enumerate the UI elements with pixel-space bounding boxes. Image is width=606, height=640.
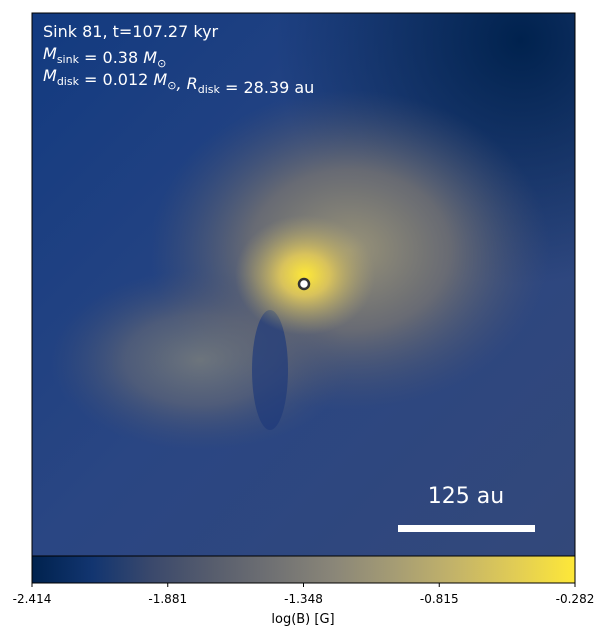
subscript: disk — [57, 75, 80, 88]
annotation-text: , R — [176, 74, 197, 93]
annotation: Sink 81, t=107.27 kyr — [43, 22, 219, 41]
annotation-text: M — [143, 48, 157, 67]
annotation-text: M — [43, 66, 57, 85]
colorbar-label: log(B) [G] — [271, 612, 334, 627]
subscript: disk — [198, 83, 221, 96]
annotation-text: M — [153, 70, 167, 89]
sink-marker — [297, 277, 311, 291]
annotation-text: = 28.39 au — [220, 78, 314, 97]
scalebar — [398, 525, 535, 532]
annotation-text: Sink 81, t=107.27 kyr — [43, 22, 219, 41]
colorbar-tick-label: -0.282 — [556, 592, 595, 606]
annotation-text: M — [43, 44, 57, 63]
annotation-text: = 0.012 — [79, 70, 153, 89]
scalebar-label: 125 au — [428, 484, 504, 509]
colorbar-body — [31, 555, 576, 584]
colorbar-tick-label: -0.815 — [420, 592, 459, 606]
field-image: 125 au — [32, 13, 575, 556]
subscript: ⊙ — [167, 79, 176, 92]
colorbar-tick-label: -1.881 — [148, 592, 187, 606]
colorbar-tick-label: -2.414 — [13, 592, 52, 606]
colorbar: -2.414 -1.881 -1.348 -0.815 -0.282 — [13, 555, 595, 606]
annotation: Msink = 0.38 M⊙ — [43, 44, 166, 70]
subscript: ⊙ — [157, 57, 166, 70]
annotation-text: = 0.38 — [79, 48, 143, 67]
annotation: Mdisk = 0.012 M⊙, Rdisk = 28.39 au — [43, 66, 314, 97]
colorbar-tick-label: -1.348 — [284, 592, 323, 606]
subscript: sink — [57, 53, 80, 66]
